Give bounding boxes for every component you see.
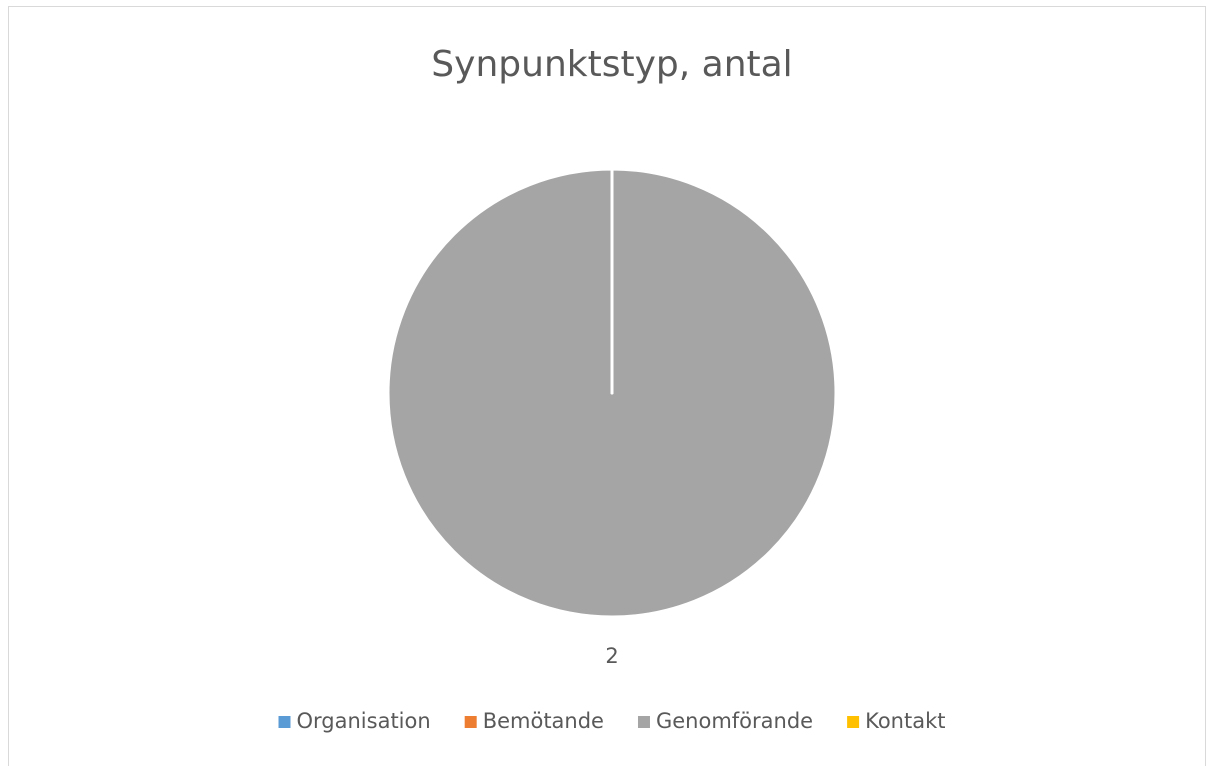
legend-label: Kontakt [865,709,945,733]
legend-swatch [278,716,291,728]
legend-label: Organisation [297,709,431,733]
legend-swatch [637,716,650,728]
legend-label: Genomförande [656,709,813,733]
legend-label: Bemötande [483,709,604,733]
legend-swatch [847,716,860,728]
legend-swatch [464,716,477,728]
data-label: 2 [605,644,618,668]
chart-title: Synpunktstyp, antal [431,44,792,85]
